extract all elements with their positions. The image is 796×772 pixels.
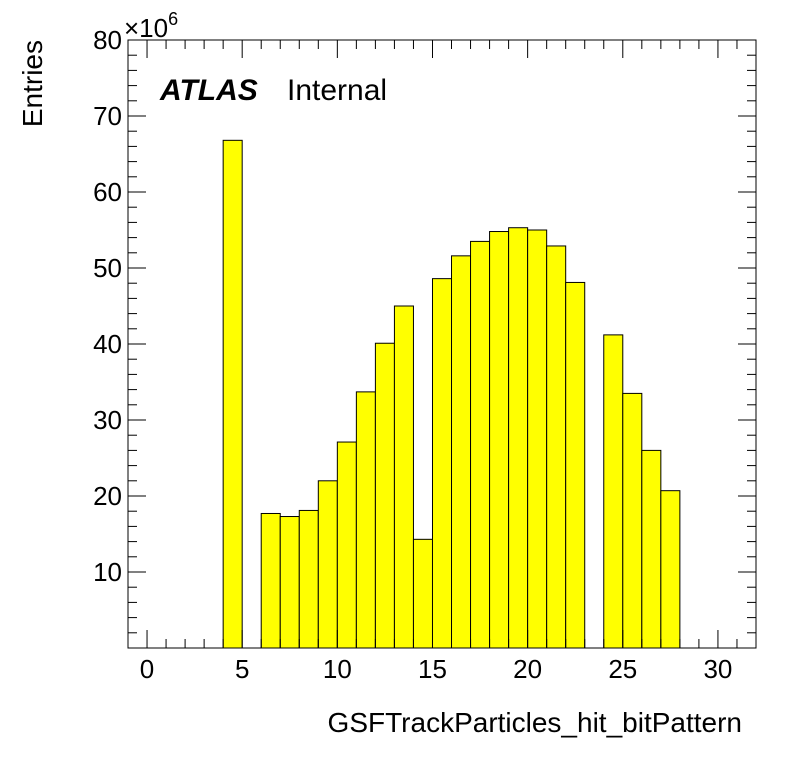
histogram-bin-16 [546,245,567,649]
y-tick-label: 50 [93,253,122,283]
y-tick-label: 10 [93,557,122,587]
y-tick-label: 60 [93,177,122,207]
y-tick-label: 70 [93,101,122,131]
histogram-bin-8 [393,305,414,649]
x-tick-label: 0 [140,654,154,684]
y-tick-label: 30 [93,405,122,435]
x-tick-label: 5 [235,654,249,684]
histogram-bin-15 [527,229,548,649]
plot-frame [127,39,757,649]
histogram-bin-5 [336,441,357,649]
histogram-bin-2 [279,516,300,649]
axis-tick-labels: 0 5 10 15 20 25 30 10 20 30 40 50 60 70 80 [93,25,732,684]
y-axis-multiplier: ×106 [124,9,178,43]
histogram-bin-17 [565,281,586,649]
x-tick-label: 10 [323,654,352,684]
x-tick-label: 15 [418,654,447,684]
atlas-label: ATLAS [159,74,258,107]
y-tick-label: 80 [93,25,122,55]
x-tick-label: 30 [703,654,732,684]
status-label: Internal [287,74,387,107]
histogram-bin-3 [298,509,319,649]
x-axis-title: GSFTrackParticles_hit_bitPattern [328,707,742,738]
histogram-bin-11 [451,255,472,649]
histogram-bin-21 [660,490,681,649]
y-axis-title: Entries [17,40,48,127]
x-tick-label: 20 [513,654,542,684]
histogram-bars [222,139,681,649]
histogram-bin-12 [470,240,491,649]
histogram-bin-7 [374,342,395,649]
histogram-bin-10 [431,278,453,649]
histogram-bin-9 [412,538,433,649]
x-tick-label: 25 [608,654,637,684]
histogram-bin-19 [622,392,643,649]
y-tick-label: 20 [93,481,122,511]
y-tick-label: 40 [93,329,122,359]
histogram-bin-0 [222,139,243,649]
histogram-bin-18 [603,334,624,649]
histogram-bin-4 [317,480,338,649]
histogram-bin-6 [355,391,376,649]
histogram-bin-14 [508,227,529,649]
histogram-bin-13 [489,231,510,649]
histogram-bin-1 [260,512,281,649]
histogram-bin-20 [641,449,662,649]
